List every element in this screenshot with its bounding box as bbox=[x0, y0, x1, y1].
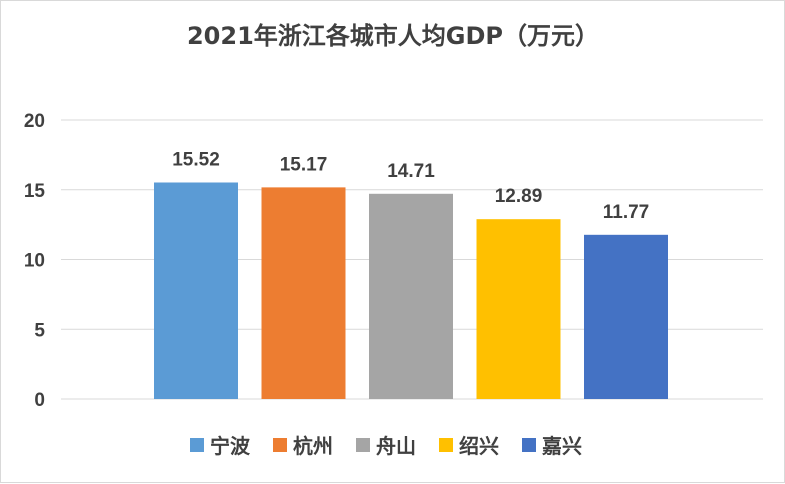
legend-swatch bbox=[356, 438, 370, 452]
data-label: 14.71 bbox=[387, 161, 435, 182]
bar-2 bbox=[261, 187, 346, 399]
data-label: 15.52 bbox=[172, 149, 220, 170]
y-tick-label: 10 bbox=[24, 251, 45, 272]
y-tick-label: 20 bbox=[24, 111, 45, 132]
legend-label: 舟山 bbox=[376, 434, 416, 458]
y-tick-label: 5 bbox=[34, 320, 45, 341]
legend-swatch bbox=[273, 438, 287, 452]
data-label: 12.89 bbox=[495, 186, 543, 207]
bar-3 bbox=[369, 193, 453, 399]
legend-label: 杭州 bbox=[293, 434, 333, 458]
data-label: 11.77 bbox=[603, 202, 650, 223]
bar-5 bbox=[584, 234, 668, 399]
data-label: 15.17 bbox=[280, 154, 328, 175]
chart-title: 2021年浙江各城市人均GDP（万元） bbox=[187, 22, 599, 50]
y-axis-ticks: 0 5 10 15 20 bbox=[24, 111, 46, 411]
legend-swatch bbox=[522, 438, 536, 452]
bars bbox=[154, 182, 668, 399]
legend-label: 嘉兴 bbox=[541, 434, 582, 458]
legend-label: 宁波 bbox=[210, 434, 251, 458]
y-tick-label: 0 bbox=[34, 390, 45, 411]
legend-swatch bbox=[190, 438, 204, 452]
legend: 宁波 杭州 舟山 绍兴 嘉兴 bbox=[190, 434, 582, 458]
y-tick-label: 15 bbox=[24, 181, 46, 202]
data-labels: 15.52 15.17 14.71 12.89 11.77 bbox=[172, 149, 649, 222]
bar-4 bbox=[476, 219, 561, 399]
legend-swatch bbox=[439, 438, 453, 452]
bar-1 bbox=[154, 182, 238, 399]
legend-label: 绍兴 bbox=[459, 434, 499, 458]
